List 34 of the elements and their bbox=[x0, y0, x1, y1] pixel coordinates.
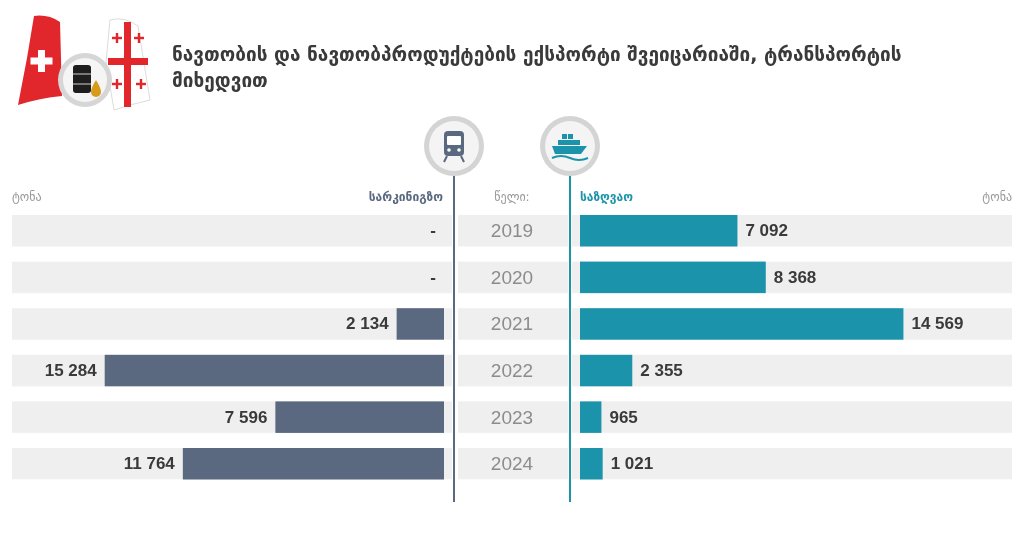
text: სარკინიგზო bbox=[368, 189, 444, 204]
y-tick-label: 2022 bbox=[490, 360, 534, 382]
data-label: 11 764 bbox=[123, 454, 176, 474]
bar bbox=[396, 308, 444, 340]
data-label: 2 134 bbox=[346, 314, 390, 334]
y-tick-label: 2019 bbox=[490, 220, 534, 242]
bar bbox=[580, 215, 738, 247]
bar bbox=[182, 448, 444, 480]
y-axis-title: წელი: bbox=[494, 189, 530, 204]
bar bbox=[104, 354, 444, 387]
data-label: 1 021 bbox=[610, 454, 654, 474]
data-label: 7 596 bbox=[224, 407, 268, 427]
bar bbox=[580, 354, 633, 387]
bar bbox=[580, 401, 602, 433]
bar bbox=[580, 308, 904, 340]
y-tick-label: 2020 bbox=[490, 266, 534, 288]
y-tick-label: 2024 bbox=[490, 453, 534, 475]
y-tick-label: 2021 bbox=[490, 313, 534, 335]
bar bbox=[580, 261, 766, 294]
bar bbox=[275, 401, 444, 433]
data-label: 14 569 bbox=[911, 314, 964, 334]
text: - bbox=[430, 267, 436, 287]
data-label: 7 092 bbox=[745, 221, 788, 241]
data-label: 965 bbox=[609, 407, 638, 427]
data-label: 2 355 bbox=[640, 361, 683, 381]
text: ნავთობის და ნავთობპროდუქტების ექსპორტი შვეიცარიაში, ტრანსპორტის მიხედვით bbox=[172, 42, 902, 92]
x-axis-title: ტონა bbox=[12, 189, 42, 204]
data-label: 15 284 bbox=[44, 361, 98, 381]
y-tick-label: 2023 bbox=[490, 406, 534, 428]
series-label: საზღვაო bbox=[580, 189, 634, 204]
text: - bbox=[430, 221, 436, 241]
data-label: 8 368 bbox=[773, 267, 817, 287]
bar bbox=[580, 448, 603, 480]
text: ტონა bbox=[982, 189, 1012, 204]
